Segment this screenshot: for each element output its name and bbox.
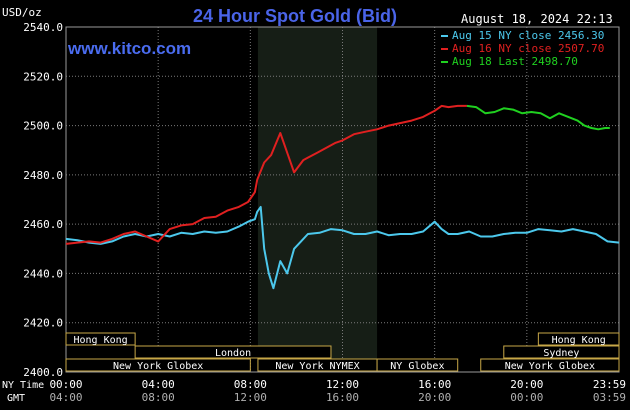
x-tick-label-ny: 16:00	[418, 378, 451, 391]
session-label: London	[215, 348, 251, 359]
x-tick-label-gmt: 04:00	[49, 391, 82, 404]
x-tick-label-gmt: 00:00	[510, 391, 543, 404]
x-tick-label-ny: 00:00	[49, 378, 82, 391]
session-box	[134, 345, 332, 359]
y-tick-label: 2420.0	[23, 317, 63, 330]
y-tick-label: 2520.0	[23, 70, 63, 83]
gmt-label: GMT	[7, 393, 25, 404]
x-tick-label-gmt: 12:00	[234, 391, 267, 404]
x-axis: 00:00 04:00 08:00 12:00 16:00 20:00 23:5904:00…	[49, 378, 626, 404]
x-tick-label-ny: 12:00	[326, 378, 359, 391]
session-label: Hong Kong	[552, 335, 606, 346]
session-label: New York NYMEX	[275, 361, 359, 372]
plot-border	[65, 26, 620, 373]
y-axis: 2540.0 2520.0 2500.0 2480.0 2460.0 2440.0 2420…	[23, 21, 63, 379]
y-tick-label: 2500.0	[23, 120, 63, 133]
x-tick-label-gmt: 20:00	[418, 391, 451, 404]
session-label: New York Globex	[505, 361, 595, 372]
session-box	[480, 358, 620, 372]
site-link[interactable]: www.kitco.com	[67, 39, 191, 58]
x-tick-label-ny: 04:00	[142, 378, 175, 391]
price-series-line	[466, 104, 610, 131]
x-tick-label-gmt: 03:59	[593, 391, 626, 404]
y-tick-label: 2460.0	[23, 218, 63, 231]
legend-entry: Aug 15 NY close 2456.30	[452, 29, 604, 42]
x-tick-label-ny: 08:00	[234, 378, 267, 391]
x-tick-label-gmt: 08:00	[142, 391, 175, 404]
date-stamp: August 18, 2024 22:13	[461, 12, 613, 26]
session-box	[537, 332, 620, 346]
session-box	[503, 345, 620, 359]
session-label: New York Globex	[113, 361, 203, 372]
legend-entry: Aug 18 Last 2498.70	[452, 55, 578, 68]
session-label: NY Globex	[390, 361, 444, 372]
session-label: Hong Kong	[73, 335, 127, 346]
price-series-line	[65, 104, 467, 245]
session-box	[376, 358, 459, 372]
session-bars: Hong Kong London New York Globex New York N…	[65, 332, 620, 372]
x-tick-label-ny: 23:59	[593, 378, 626, 391]
y-tick-label: 2400.0	[23, 366, 63, 379]
session-label: Sydney	[543, 348, 579, 359]
ny-time-label: NY Time	[2, 380, 44, 391]
price-series-line	[65, 205, 620, 290]
legend-entry: Aug 16 NY close 2507.70	[452, 42, 604, 55]
y-tick-label: 2480.0	[23, 169, 63, 182]
nymex-shade	[257, 27, 378, 372]
x-tick-label-ny: 20:00	[510, 378, 543, 391]
y-tick-label: 2540.0	[23, 21, 63, 34]
chart-title: 24 Hour Spot Gold (Bid)	[193, 6, 397, 26]
grid	[65, 26, 620, 373]
y-axis-unit-label: USD/oz	[2, 6, 42, 19]
session-box	[65, 358, 251, 372]
series-layer	[65, 104, 620, 290]
y-tick-label: 2440.0	[23, 267, 63, 280]
x-tick-label-gmt: 16:00	[326, 391, 359, 404]
session-box	[65, 332, 136, 346]
